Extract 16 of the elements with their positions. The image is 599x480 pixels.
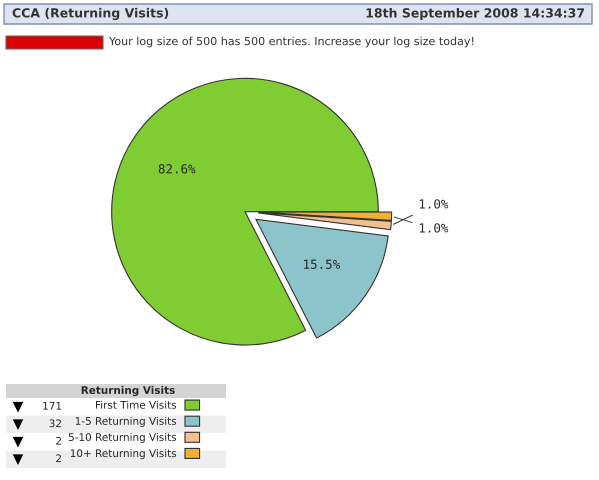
legend-title: Returning Visits xyxy=(82,386,175,396)
data-label: 1.0% xyxy=(420,199,448,209)
text: Your log size of 500 has 500 entries. Increase your log size today! xyxy=(108,36,474,48)
text: 171 xyxy=(43,402,62,410)
text: 2 xyxy=(56,454,61,462)
chart-title: CCA (Returning Visits) xyxy=(12,8,168,20)
legend-label: 5-10 Returning Visits xyxy=(68,432,176,444)
text: 2 xyxy=(56,436,61,445)
legend-label: First Time Visits xyxy=(96,400,176,409)
legend-label: 1-5 Returning Visits xyxy=(76,416,176,427)
data-label: 82.6% xyxy=(158,164,196,174)
legend-label: 10+ Returning Visits xyxy=(70,449,176,460)
text: 32 xyxy=(50,419,61,428)
data-label: 15.5% xyxy=(304,260,340,269)
text: 18th September 2008 14:34:37 xyxy=(366,8,584,20)
data-label: 1.0% xyxy=(420,223,448,233)
